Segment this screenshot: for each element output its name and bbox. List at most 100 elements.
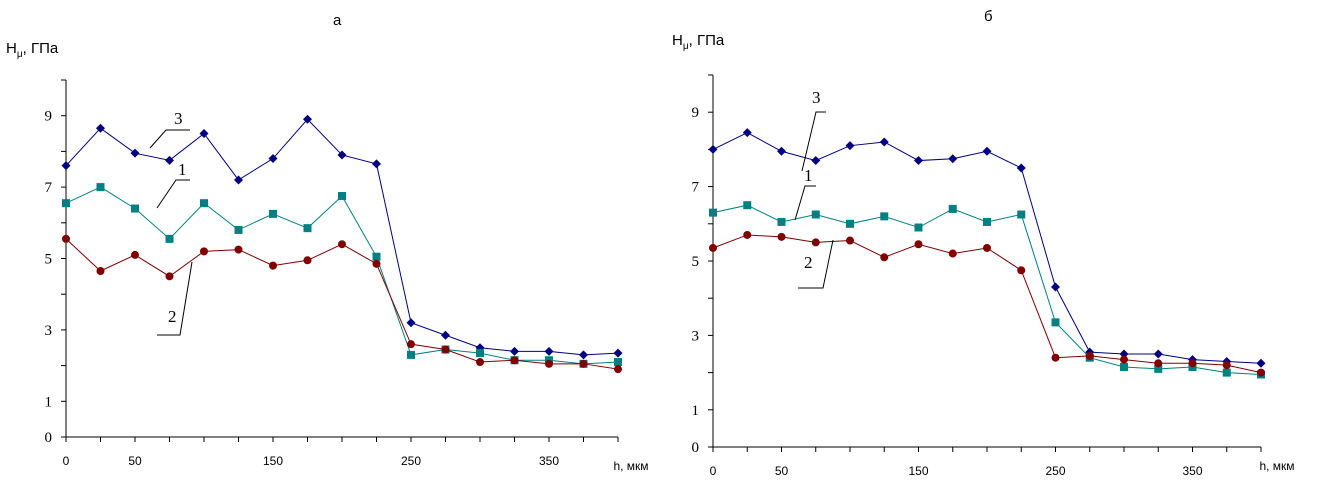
series-2-point-b: [1188, 359, 1197, 368]
series-2-point-a: [545, 359, 553, 368]
panel-title-a: а: [333, 12, 342, 29]
series-2-line-b: [712, 234, 1262, 374]
series-1-point-a: [131, 204, 139, 213]
series-2-point-a: [407, 340, 415, 349]
series-2-point-b: [880, 253, 889, 262]
series-2-point-b: [1120, 355, 1128, 364]
series-1-point-a: [96, 183, 105, 192]
x-tick-label-b: 0: [710, 464, 717, 478]
series-3-point-a: [199, 129, 209, 139]
series-1-point-b: [983, 217, 991, 226]
series-1-point-b: [846, 219, 854, 228]
y-tick-label-a: 3: [45, 323, 53, 339]
series-2-point-a: [131, 250, 139, 259]
series-3-point-b: [845, 141, 855, 151]
series-2-point-b: [811, 238, 820, 247]
series-3-point-b: [708, 144, 718, 154]
series-2-point-a: [269, 261, 277, 270]
series-1-point-b: [1017, 210, 1026, 219]
series-3-point-b: [1119, 349, 1129, 359]
series-2-point-a: [372, 259, 381, 268]
series-3-point-b: [1051, 282, 1060, 292]
y-axis-label-b-main: H: [672, 32, 683, 49]
curve-label-leader-3-a: [149, 129, 190, 149]
series-2-point-b: [1017, 266, 1026, 275]
series-2-point-b: [983, 243, 991, 252]
series-1-point-a: [372, 252, 381, 261]
curve-label-3-a: 3: [174, 109, 183, 128]
series-2-point-a: [614, 365, 622, 374]
series-2-point-b: [846, 236, 854, 245]
curve-label-leader-1-b: [794, 185, 816, 221]
series-1-point-a: [62, 199, 70, 208]
series-3-point-a: [96, 123, 105, 133]
series-1-point-a: [234, 225, 243, 234]
series-2-point-b: [743, 230, 752, 239]
series-2-point-b: [1257, 368, 1265, 377]
y-tick-label-a: 5: [45, 252, 53, 268]
x-tick-label-b: 250: [1045, 464, 1065, 478]
series-3-point-a: [441, 330, 450, 340]
series-3-point-a: [268, 154, 278, 164]
y-tick-label-a: 7: [45, 180, 53, 196]
series-1-line-a: [65, 186, 619, 365]
series-1-point-b: [914, 223, 923, 232]
series-2-point-a: [165, 272, 174, 281]
chart-svg-b: 0 1 3 5 7 9 0 50 150 250 350 h, мкм 3 1 2: [692, 74, 1295, 478]
series-3-point-b: [777, 146, 786, 156]
series-3-point-b: [1016, 163, 1026, 173]
series-1-point-b: [1154, 364, 1163, 373]
series-1-point-a: [165, 234, 174, 243]
curve-label-2-b: 2: [804, 253, 813, 272]
series-1-point-b: [880, 212, 889, 221]
x-tick-label-b: 350: [1182, 464, 1202, 478]
y-tick-label-b: 3: [692, 328, 700, 344]
x-tick-label-b: 50: [775, 464, 789, 478]
y-axis-label-a-main: H: [6, 40, 17, 57]
series-2-point-b: [914, 240, 923, 249]
y-tick-label-b: 1: [692, 403, 700, 419]
series-2-point-a: [510, 356, 519, 365]
curve-label-2-a: 2: [168, 307, 177, 326]
y-tick-label-b: 0: [692, 440, 700, 456]
curve-label-3-b: 3: [812, 88, 821, 107]
chart-svg-a: 0 1 3 5 7 9 0 50 150 250 350 h, мкм 3 1 2: [45, 79, 649, 473]
series-2-point-b: [1085, 351, 1094, 360]
series-3-point-a: [579, 350, 588, 360]
curve-label-1-b: 1: [804, 166, 813, 185]
series-3-point-a: [130, 148, 140, 158]
x-tick-label-a: 0: [63, 454, 70, 468]
series-3-point-a: [165, 155, 174, 165]
series-3-point-a: [406, 318, 416, 328]
y-tick-label-a: 0: [45, 430, 53, 446]
series-2-point-a: [579, 359, 588, 368]
series-1-point-a: [407, 350, 415, 359]
series-3-point-b: [948, 154, 958, 164]
series-1-point-b: [709, 208, 717, 217]
series-1-point-b: [1120, 363, 1128, 372]
y-tick-label-b: 5: [692, 254, 700, 270]
series-2-point-a: [234, 245, 243, 254]
series-3-point-a: [337, 150, 347, 160]
y-axis-label-a-sub: μ: [16, 49, 23, 60]
panel-title-b: б: [984, 8, 993, 25]
x-axis-label-b: h, мкм: [1259, 459, 1294, 473]
chart-panel-b: б Hμ, ГПа 0 1 3 5 7 9 0 50 150 250 350 h, мкм 3 1 2: [671, 0, 1342, 480]
series-2-line-a: [65, 238, 619, 370]
series-1-point-a: [476, 349, 484, 358]
curve-label-leader-3-b: [801, 111, 826, 172]
series-2-point-b: [777, 232, 786, 241]
y-axis-label-a: Hμ, ГПа: [6, 40, 58, 60]
series-2-point-b: [1154, 359, 1163, 368]
series-2-point-b: [709, 243, 717, 252]
series-3-point-a: [303, 114, 312, 124]
series-3-point-b: [1256, 358, 1266, 368]
series-3-point-a: [372, 159, 381, 169]
series-1-point-b: [811, 210, 820, 219]
x-axis-label-a: h, мкм: [613, 459, 648, 473]
y-axis-label-a-unit: , ГПа: [22, 40, 59, 57]
series-1-point-a: [269, 209, 277, 218]
series-3-point-b: [742, 128, 752, 138]
series-2-point-b: [1222, 361, 1231, 370]
y-tick-label-a: 1: [45, 394, 53, 410]
